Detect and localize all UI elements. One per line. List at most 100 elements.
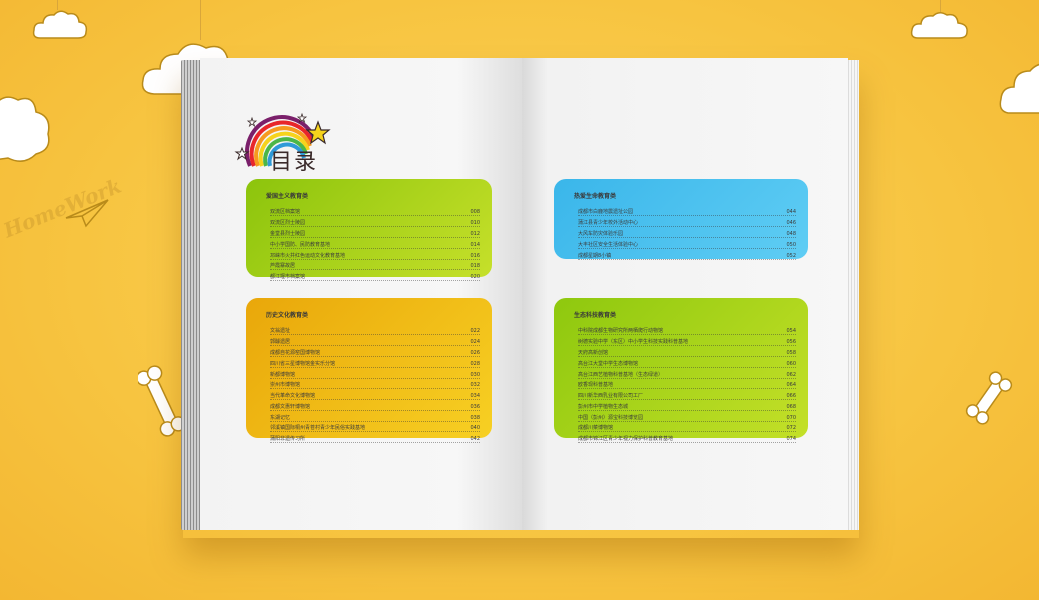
toc-entry-page: 010 [470,220,480,227]
toc-entry-title: 邛崃市火井红色运动文化教育基地 [270,252,346,259]
section-card-patriotic: 爱国主义教育类 双流区档案馆 008 双流区烈士陵园 010 金堂县烈士陵园 012 中小学国… [246,179,492,282]
toc-entry-page: 060 [786,360,796,367]
cloud-icon [0,96,50,162]
toc-entry[interactable]: 文翁遗址 022 [270,325,480,336]
section-title: 爱国主义教育类 [266,193,309,200]
toc-entry-title: 成都自花源窑国博物馆 [270,349,321,356]
toc-entry[interactable]: 新都博物馆 030 [270,368,480,379]
toc-entry[interactable]: 树德实验中学（东区）中小学生科技实践科普基地 056 [578,336,796,347]
toc-entry[interactable]: 四川新华西乳业有限公司工厂 066 [578,390,796,401]
toc-entry[interactable]: 彭州市中学植物生态城 068 [578,400,796,411]
toc-entry[interactable]: 邻溪镇国际桐州青苍村青少年民俗实践基地 040 [270,422,480,433]
toc-entry-page: 040 [470,425,480,432]
toc-entry[interactable]: 崇州市博物馆 032 [270,379,480,390]
toc-entry[interactable]: 成都市白鹿地震遗址公园 044 [578,206,796,217]
toc-entry-title: 中小学国防、民防教育基地 [270,241,331,248]
toc-entry-page: 044 [786,209,796,216]
bone-icon [965,371,1013,425]
toc-entry[interactable]: 大丰社区安全生活体验中心 050 [578,238,796,249]
toc-entry-title: 金堂县烈士陵园 [270,230,306,237]
hanging-string [940,0,941,12]
section-title: 热爱生命教育类 [574,193,617,200]
toc-entry-page: 070 [786,414,796,421]
toc-entry-title: 郭醵遗居 [270,339,291,346]
toc-entry[interactable]: 蒲阳非遗传习所 042 [270,433,480,444]
toc-entry-title: 新都博物馆 [270,371,296,378]
toc-entry-page: 056 [786,339,796,346]
toc-entry-title: 树德实验中学（东区）中小学生科技实践科普基地 [578,339,689,346]
book-page-edges-left [181,60,203,530]
paper-plane-icon [65,199,109,228]
toc-entry[interactable]: 邛崃市火井红色运动文化教育基地 016 [270,249,480,260]
toc-entry[interactable]: 东湖记忆 038 [270,411,480,422]
toc-entry-page: 050 [786,241,796,248]
toc-entry[interactable]: 欧香现科普基地 064 [578,379,796,390]
toc-title: 目录 [270,150,319,175]
toc-entry-title: 高台江西艺植物科普基地（生态绿道） [578,371,664,378]
toc-entry-page: 074 [786,436,796,443]
toc-entry[interactable]: 中国（彭州）源宝科技博览园 070 [578,411,796,422]
toc-entry-page: 008 [470,209,480,216]
toc-entry-title: 文翁遗址 [270,328,291,335]
toc-entry[interactable]: 中科院成都生物研究所两栖爬行动物馆 054 [578,325,796,336]
toc-entry[interactable]: 双流区烈士陵园 010 [270,217,480,228]
toc-entry[interactable]: 蒲江县青少年校外活动中心 046 [578,217,796,228]
section-card-ecology: 生态科技教育类 中科院成都生物研究所两栖爬行动物馆 054 树德实验中学（东区）中小学… [554,298,808,444]
toc-entry-title: 四川省三星博物馆金实乐分馆 [270,360,336,367]
toc-entry-title: 成都市白鹿地震遗址公园 [578,209,634,216]
toc-entry-title: 双流区烈士陵园 [270,220,306,227]
toc-entry-page: 016 [470,252,480,259]
toc-entry[interactable]: 郭醵遗居 024 [270,336,480,347]
toc-entry-page: 014 [470,241,480,248]
toc-entry-page: 068 [786,403,796,410]
toc-entry-title: 大风车防灾体验乐园 [578,230,624,237]
toc-entry-page: 054 [786,328,796,335]
toc-entry-page: 020 [470,274,480,281]
toc-entry[interactable]: 芦霞寨故居 018 [270,260,480,271]
toc-entry-title: 四川新华西乳业有限公司工厂 [578,393,644,400]
toc-entry-page: 052 [786,252,796,259]
toc-entry[interactable]: 金堂县烈士陵园 012 [270,228,480,238]
toc-entry-page: 012 [470,230,480,237]
toc-entry-title: 当代革命文化博物馆 [270,393,316,400]
toc-entry-page: 034 [470,393,480,400]
toc-entry[interactable]: 都江堰市档案馆 020 [270,271,480,282]
toc-entry[interactable]: 成都星期8小镇 052 [578,249,796,260]
toc-entry-page: 062 [786,371,796,378]
toc-entry[interactable]: 高台江西艺植物科普基地（生态绿道） 062 [578,368,796,379]
toc-entry-title: 彭州市中学植物生态城 [578,403,629,410]
toc-entry-title: 高台江大堂中学生态博物馆 [578,360,639,367]
cloud-icon [32,10,88,39]
toc-entry[interactable]: 双流区档案馆 008 [270,206,480,217]
toc-entry[interactable]: 大风车防灾体验乐园 048 [578,228,796,238]
toc-entry-title: 成都川菜博物馆 [578,425,614,432]
toc-entry[interactable]: 当代革命文化博物馆 034 [270,390,480,401]
toc-entry-title: 中科院成都生物研究所两栖爬行动物馆 [578,328,664,335]
bone-icon [138,365,184,437]
toc-entry-page: 032 [470,382,480,389]
toc-entry[interactable]: 高台江大堂中学生态博物馆 060 [578,357,796,368]
toc-entry[interactable]: 成都市锦江区青少年视力保护科普教育基地 074 [578,433,796,444]
toc-entry-title: 蒲阳非遗传习所 [270,436,306,443]
toc-entry-title: 芦霞寨故居 [270,263,296,270]
toc-entry-title: 崇州市博物馆 [270,382,301,389]
toc-entry[interactable]: 天府高新创馆 058 [578,347,796,357]
toc-entry-page: 036 [470,403,480,410]
toc-entry-title: 中国（彭州）源宝科技博览园 [578,414,644,421]
toc-entry[interactable]: 成都文惠轩博物馆 036 [270,400,480,411]
toc-entry-title: 大丰社区安全生活体验中心 [578,241,639,248]
toc-entry-page: 048 [786,230,796,237]
toc-entry-page: 024 [470,339,480,346]
toc-entry-title: 双流区档案馆 [270,209,301,216]
book-left-page [200,58,522,530]
section-card-life: 热爱生命教育类 成都市白鹿地震遗址公园 044 蒲江县青少年校外活动中心 046 大风车防… [554,179,808,260]
toc-entry[interactable]: 成都自花源窑国博物馆 026 [270,347,480,357]
toc-entry-title: 成都文惠轩博物馆 [270,403,311,410]
toc-entry-title: 欧香现科普基地 [578,382,614,389]
toc-entry[interactable]: 中小学国防、民防教育基地 014 [270,238,480,249]
toc-entry-title: 都江堰市档案馆 [270,274,306,281]
toc-entry[interactable]: 四川省三星博物馆金实乐分馆 028 [270,357,480,368]
toc-entry-page: 026 [470,349,480,356]
cloud-icon [910,12,968,39]
toc-entry[interactable]: 成都川菜博物馆 072 [578,422,796,433]
